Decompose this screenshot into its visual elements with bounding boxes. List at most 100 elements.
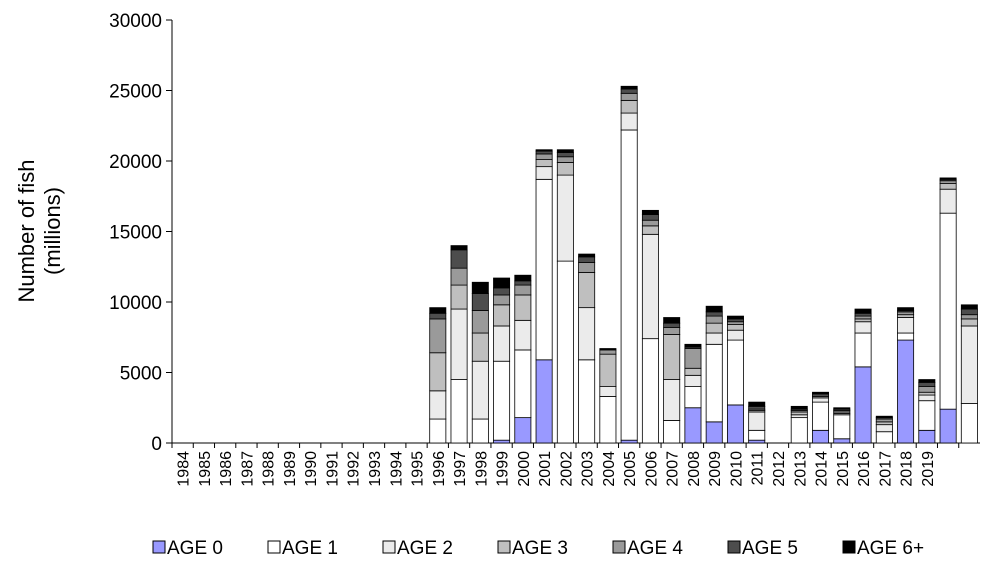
bar-segment [960, 325, 978, 404]
bar-segment [620, 439, 638, 444]
bar-segment [726, 404, 744, 444]
bar-segment [663, 334, 681, 380]
x-tick-label: 2006 [643, 451, 660, 487]
legend-label: AGE 6+ [857, 538, 924, 559]
bar-segment [918, 400, 936, 431]
x-tick-label: 1985 [197, 451, 214, 487]
bar-segment [854, 366, 872, 444]
bar-segment [960, 318, 978, 327]
bar-segment [684, 374, 702, 388]
legend-swatch [267, 540, 281, 554]
x-tick-label: 1998 [473, 451, 490, 487]
bar-segment [939, 183, 957, 190]
bar-segment [663, 379, 681, 421]
x-tick-label: 1987 [239, 451, 256, 487]
x-tick-label: 2019 [920, 451, 937, 487]
bar-segment [684, 386, 702, 409]
bar-segment [854, 321, 872, 334]
bar-segment [450, 267, 468, 286]
x-tick-label: 2003 [580, 451, 597, 487]
bar-segment [429, 352, 447, 392]
bar-segment [514, 284, 532, 296]
bar-segment [897, 339, 915, 444]
bar-segment [535, 149, 553, 152]
bar-segment [790, 414, 808, 419]
x-tick-label: 2016 [856, 451, 873, 487]
bar-segment [705, 305, 723, 313]
bar-segment [429, 390, 447, 420]
x-tick-label: 1996 [431, 451, 448, 487]
bar-segment [705, 421, 723, 444]
bar-segment [960, 304, 978, 310]
bar-segment [556, 174, 574, 262]
x-tick-label: 1989 [282, 451, 299, 487]
bar-segment [450, 249, 468, 269]
x-tick-label: 2013 [792, 451, 809, 487]
x-tick-label: 2009 [707, 451, 724, 487]
bar-segment [748, 401, 766, 407]
bar-segment [918, 394, 936, 402]
bar-segment [493, 360, 511, 441]
bar-segment [726, 318, 744, 323]
bar-segment [790, 417, 808, 444]
legend-swatch [842, 540, 856, 554]
bar-segment [918, 381, 936, 387]
bar-segment [812, 391, 830, 395]
bar-segment [556, 162, 574, 176]
x-tick-label: 2002 [558, 451, 575, 487]
x-tick-label: 2010 [728, 451, 745, 487]
bar-segment [599, 348, 617, 351]
x-tick-label: 2007 [665, 451, 682, 487]
bar-segment [663, 326, 681, 335]
x-tick-label: 2018 [899, 451, 916, 487]
bar-segment [514, 319, 532, 351]
bar-segment [578, 253, 596, 258]
x-tick-label: 1997 [452, 451, 469, 487]
x-tick-label: 1984 [176, 451, 193, 487]
bar-segment [918, 391, 936, 396]
bar-segment [471, 360, 489, 420]
bar-segment [705, 332, 723, 345]
bar-segment [790, 405, 808, 410]
y-tick-label: 10000 [109, 293, 162, 314]
bar-segment [514, 274, 532, 282]
bar-segment [641, 233, 659, 340]
legend-label: AGE 0 [167, 538, 223, 559]
bar-segment [429, 312, 447, 320]
legend-swatch [497, 540, 511, 554]
x-tick-label: 1994 [388, 451, 405, 487]
bar-segment [748, 429, 766, 441]
x-tick-label: 2017 [877, 451, 894, 487]
x-tick-label: 1990 [303, 451, 320, 487]
bar-segment [471, 281, 489, 294]
bar-segment [556, 260, 574, 444]
bar-segment [684, 348, 702, 369]
bar-segment [726, 315, 744, 320]
bar-segment [663, 317, 681, 324]
bar-segment [960, 403, 978, 444]
bar-segment [918, 379, 936, 383]
bar-segment [493, 439, 511, 444]
x-tick-label: 1995 [410, 451, 427, 487]
x-tick-label: 2011 [750, 451, 767, 486]
bar-segment [854, 315, 872, 320]
bar-segment [620, 88, 638, 94]
x-tick-label: 1986 [218, 451, 235, 487]
bar-segment [812, 397, 830, 403]
bar-segment [599, 353, 617, 388]
x-tick-label: 2012 [771, 451, 788, 487]
x-tick-label: 1991 [324, 451, 341, 487]
bar-segment [471, 418, 489, 444]
bar-segment [684, 367, 702, 376]
bar-segment [705, 311, 723, 317]
legend-label: AGE 1 [282, 538, 338, 559]
bar-segment [748, 411, 766, 431]
bar-segment [578, 256, 596, 263]
bar-segment [450, 245, 468, 251]
bar-segment [641, 209, 659, 215]
bar-segment [641, 214, 659, 221]
bar-segment [833, 407, 851, 410]
bar-segment [875, 431, 893, 444]
y-tick-label: 5000 [120, 364, 162, 385]
bar-segment [450, 284, 468, 310]
